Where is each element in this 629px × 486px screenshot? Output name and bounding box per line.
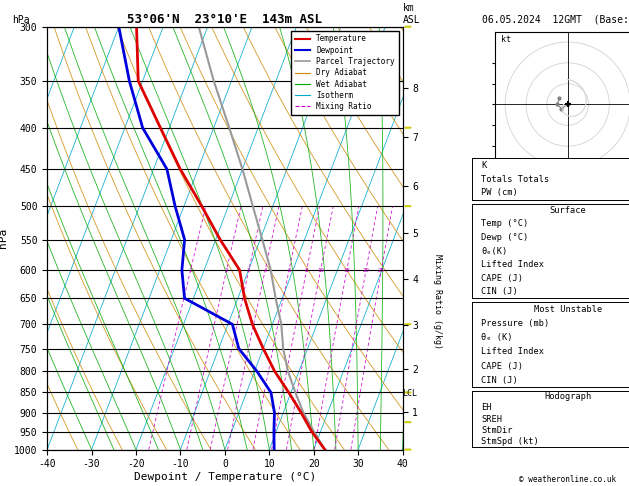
Text: Most Unstable: Most Unstable (533, 305, 602, 314)
Text: Totals Totals: Totals Totals (481, 174, 550, 184)
Text: 10: 10 (317, 268, 324, 273)
Text: Dewp (°C): Dewp (°C) (481, 233, 528, 242)
Text: 1: 1 (189, 268, 192, 273)
Text: 2: 2 (225, 268, 228, 273)
Text: 06.05.2024  12GMT  (Base: 00): 06.05.2024 12GMT (Base: 00) (482, 14, 629, 24)
Text: StmSpd (kt): StmSpd (kt) (481, 437, 539, 446)
Text: SREH: SREH (481, 415, 503, 424)
Text: θₑ(K): θₑ(K) (481, 246, 508, 256)
Text: K: K (481, 161, 487, 170)
Legend: Temperature, Dewpoint, Parcel Trajectory, Dry Adiabat, Wet Adiabat, Isotherm, Mi: Temperature, Dewpoint, Parcel Trajectory… (291, 31, 399, 115)
Text: © weatheronline.co.uk: © weatheronline.co.uk (519, 474, 616, 484)
Title: 53°06'N  23°10'E  143m ASL: 53°06'N 23°10'E 143m ASL (127, 13, 323, 26)
X-axis label: Dewpoint / Temperature (°C): Dewpoint / Temperature (°C) (134, 472, 316, 482)
Text: Lifted Index: Lifted Index (481, 347, 544, 356)
Text: 4: 4 (264, 268, 267, 273)
Text: 6: 6 (287, 268, 291, 273)
Text: LCL: LCL (403, 389, 418, 398)
Text: Surface: Surface (549, 206, 586, 215)
Text: Hodograph: Hodograph (544, 392, 591, 401)
Text: Lifted Index: Lifted Index (481, 260, 544, 269)
Text: CIN (J): CIN (J) (481, 287, 518, 296)
Text: θₑ (K): θₑ (K) (481, 333, 513, 342)
Text: Pressure (mb): Pressure (mb) (481, 319, 550, 328)
Text: Mixing Ratio (g/kg): Mixing Ratio (g/kg) (433, 254, 442, 349)
Text: 25: 25 (378, 268, 385, 273)
Text: EH: EH (481, 403, 492, 413)
Text: CIN (J): CIN (J) (481, 376, 518, 385)
Text: 3: 3 (247, 268, 250, 273)
Text: CAPE (J): CAPE (J) (481, 274, 523, 282)
Text: CAPE (J): CAPE (J) (481, 362, 523, 371)
Text: km
ASL: km ASL (403, 3, 420, 25)
Text: hPa: hPa (12, 15, 30, 25)
Text: 8: 8 (305, 268, 308, 273)
Text: kt: kt (501, 35, 511, 44)
Text: 20: 20 (362, 268, 369, 273)
Text: Temp (°C): Temp (°C) (481, 220, 528, 228)
Text: 15: 15 (343, 268, 350, 273)
Text: PW (cm): PW (cm) (481, 189, 518, 197)
Text: StmDir: StmDir (481, 426, 513, 435)
Y-axis label: hPa: hPa (0, 228, 8, 248)
